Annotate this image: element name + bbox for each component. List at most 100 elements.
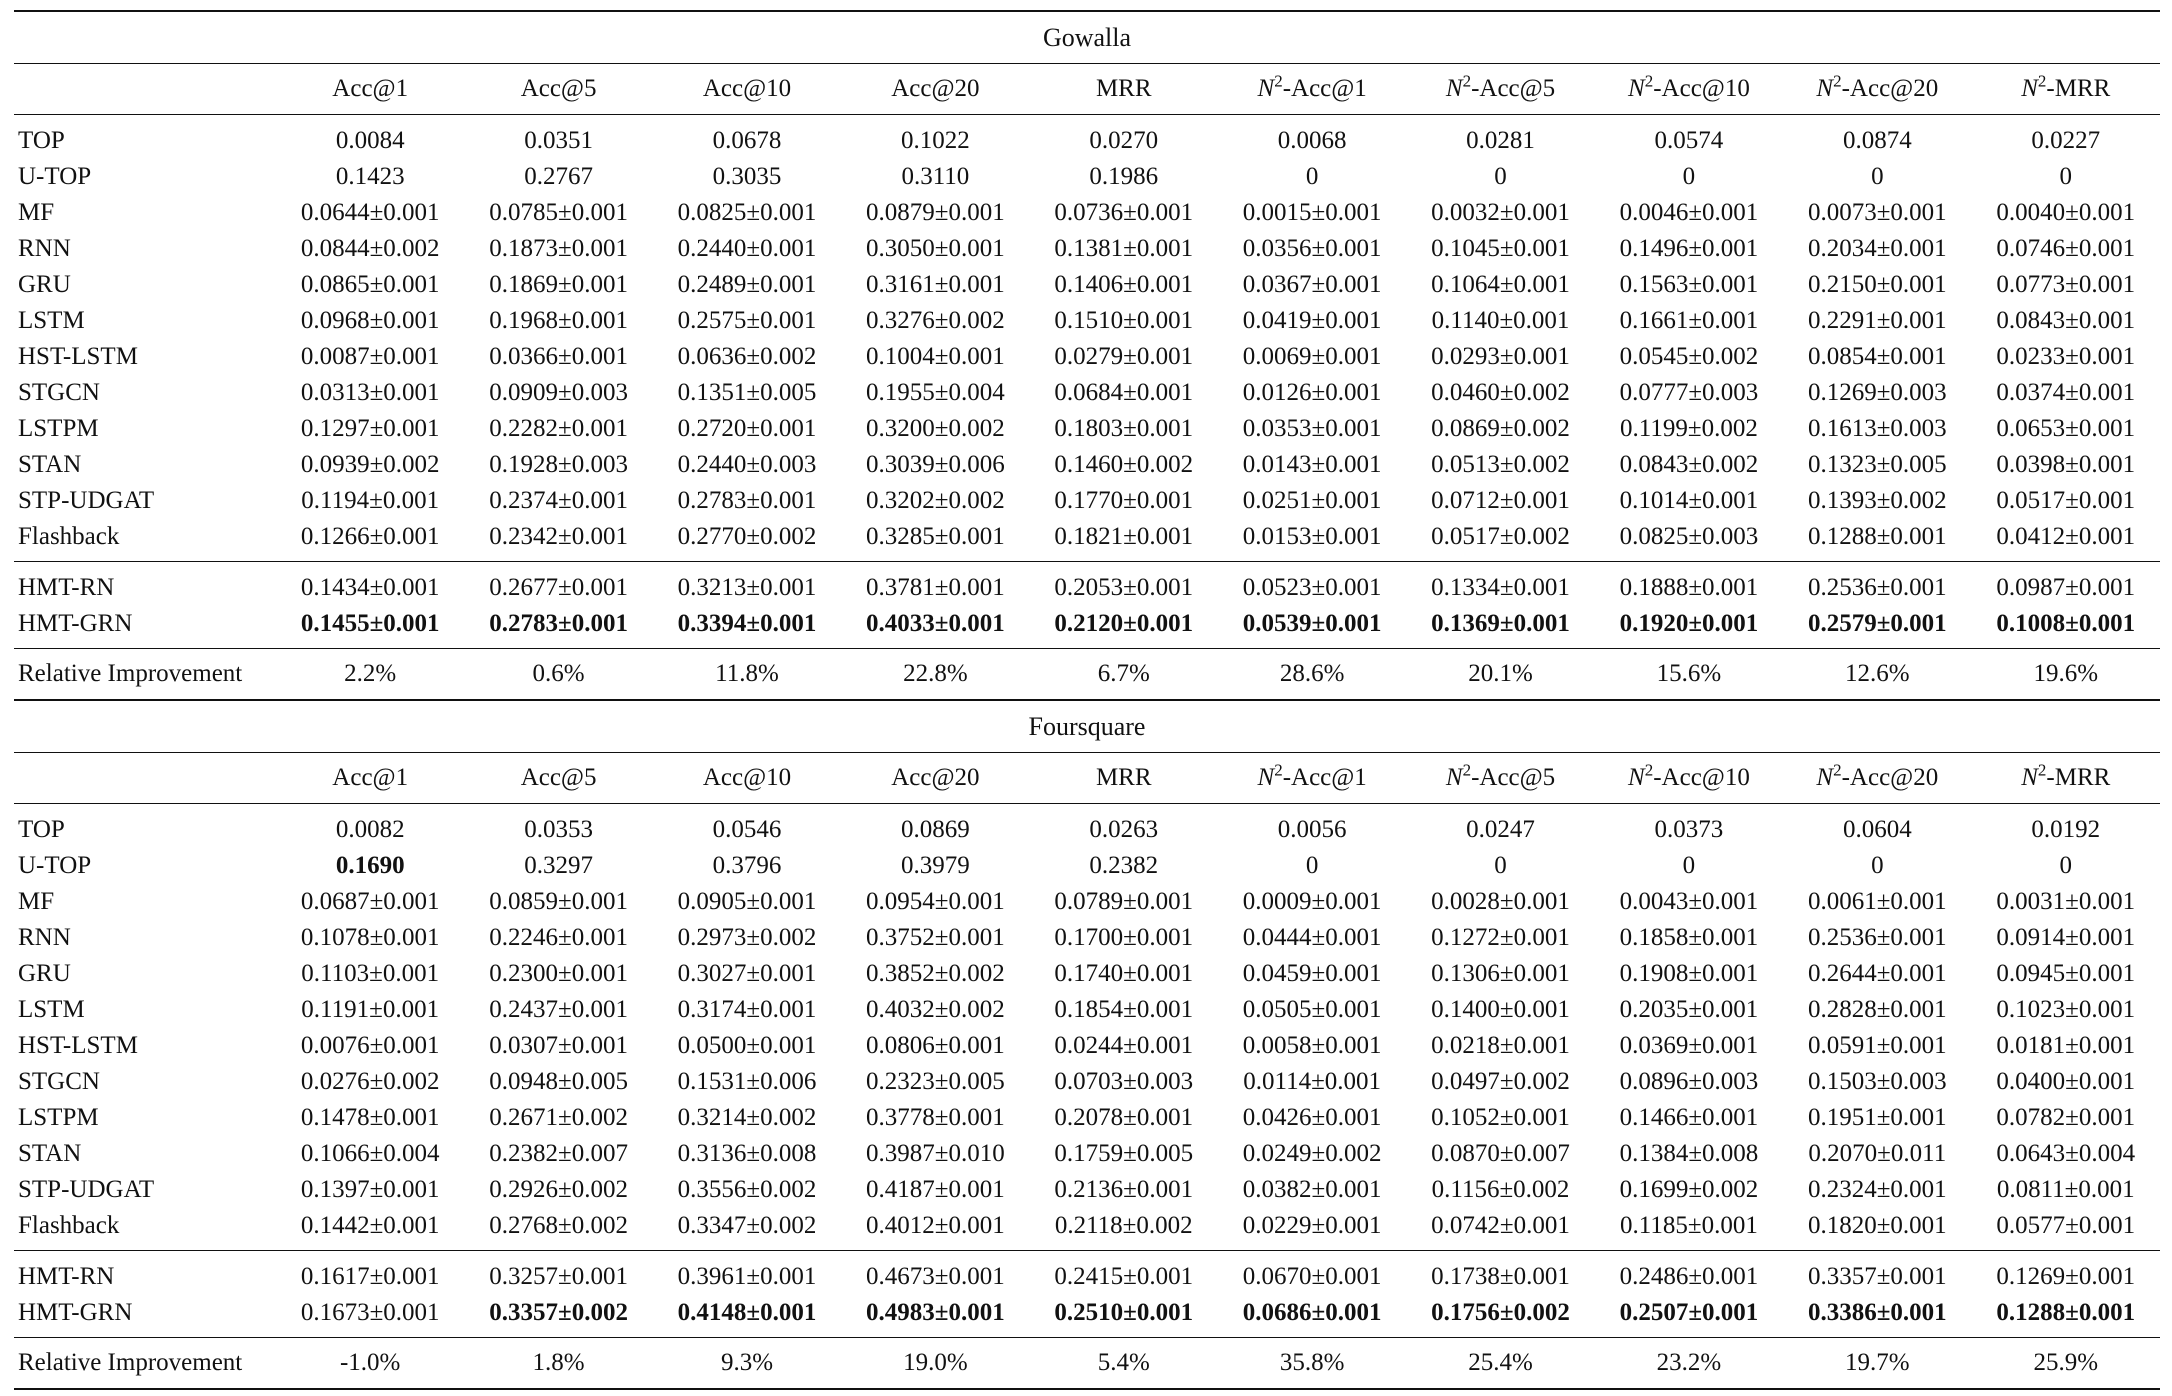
metric-value: 0.0040±0.001 <box>1996 199 2136 226</box>
method-name: RNN <box>18 924 71 951</box>
metric-value: 0.1022 <box>841 114 1030 159</box>
table-row: GRU 0.1103±0.001 0.2300±0.001 0.3027±0.001 0… <box>14 956 2160 992</box>
method-name: GRU <box>18 271 71 298</box>
metric-value: 0.2768±0.002 <box>489 1212 628 1239</box>
metric-value: 0.0574 <box>1594 114 1784 159</box>
metric-value: 0.2536±0.001 <box>1783 561 1972 606</box>
metric-value: 0.3357±0.001 <box>1783 1250 1972 1295</box>
column-header: Acc@5 <box>464 63 653 115</box>
results-table-body: Gowalla Acc@1 Acc@5 Acc@10 Acc@20 MRR N2-Acc@1… <box>14 10 2160 1390</box>
metric-value: 0.3852±0.002 <box>866 960 1005 987</box>
dataset-title: Foursquare <box>14 699 2160 753</box>
metric-value: 0.1700±0.001 <box>1054 924 1194 951</box>
method-name: STP-UDGAT <box>18 1176 155 1203</box>
metric-value: 0.0523±0.001 <box>1217 561 1407 606</box>
method-name: HMT-GRN <box>18 610 133 637</box>
metric-value: 0.1854±0.001 <box>1054 996 1194 1023</box>
metric-value: 0.0948±0.005 <box>489 1068 628 1095</box>
metric-value: 0.0806±0.001 <box>866 1032 1005 1059</box>
metric-value: 0.3386±0.001 <box>1807 1299 1947 1326</box>
metric-value: 0.0591±0.001 <box>1807 1032 1947 1059</box>
metric-value: 0.0307±0.001 <box>489 1032 628 1059</box>
metric-value: 0.0061±0.001 <box>1807 888 1947 915</box>
method-name: STP-UDGAT <box>18 487 155 514</box>
metric-value: 0 <box>1494 852 1507 879</box>
method-name: LSTM <box>18 307 85 334</box>
metric-value: 0.0244±0.001 <box>1054 1032 1194 1059</box>
metric-value: 0.1393±0.002 <box>1807 487 1947 514</box>
metric-value: 0.3257±0.001 <box>464 1250 653 1295</box>
metric-value: 0.1199±0.002 <box>1620 415 1758 442</box>
metric-value: 0.4032±0.002 <box>866 996 1005 1023</box>
metric-value: 0.0263 <box>1029 803 1218 848</box>
metric-value: 0.4033±0.001 <box>866 610 1005 637</box>
metric-value: 0.2415±0.001 <box>1029 1250 1218 1295</box>
metric-value: 0.1563±0.001 <box>1619 271 1759 298</box>
metric-value: 0.0293±0.001 <box>1431 343 1570 370</box>
metric-value: 0.0126±0.001 <box>1242 379 1382 406</box>
metric-value: 0.2783±0.001 <box>489 610 628 637</box>
metric-value: 0.1869±0.001 <box>489 271 628 298</box>
results-table-container: Gowalla Acc@1 Acc@5 Acc@10 Acc@20 MRR N2-Acc@1… <box>14 10 2160 1390</box>
metric-value: 0.0517±0.001 <box>1996 487 2136 514</box>
metric-value: 0.3796 <box>712 852 782 879</box>
metric-value: 0.1194±0.001 <box>301 487 440 514</box>
metric-value: 0.3039±0.006 <box>866 451 1005 478</box>
method-name: MF <box>18 199 55 226</box>
metric-value: 0.2507±0.001 <box>1619 1299 1759 1326</box>
metric-value: 0.1306±0.001 <box>1431 960 1570 987</box>
metric-value: 0.0426±0.001 <box>1242 1104 1382 1131</box>
metric-value: 0.0825±0.003 <box>1619 523 1759 550</box>
metric-value: 0.3200±0.002 <box>866 415 1005 442</box>
metric-value: 0.2644±0.001 <box>1807 960 1947 987</box>
metric-value: 0.4148±0.001 <box>677 1299 817 1326</box>
metric-value: 0.0087±0.001 <box>300 343 440 370</box>
metric-value: 0.0905±0.001 <box>677 888 817 915</box>
metric-value: 0.0686±0.001 <box>1242 1299 1382 1326</box>
metric-value: 0.0353±0.001 <box>1242 415 1382 442</box>
metric-value: 0.0056 <box>1217 803 1407 848</box>
metric-value: 2.2% <box>276 648 465 700</box>
metric-value: 0.1455±0.001 <box>300 610 440 637</box>
metric-value: 0.3987±0.010 <box>866 1140 1005 1167</box>
table-row: HMT-RN 0.1617±0.001 0.3257±0.001 0.3961±0.0… <box>14 1250 2160 1295</box>
metric-value: 0.0736±0.001 <box>1054 199 1194 226</box>
metric-value: 0.0270 <box>1029 114 1218 159</box>
metric-value: 11.8% <box>652 648 842 700</box>
metric-value: 0.0854±0.001 <box>1807 343 1947 370</box>
column-header: N2-MRR <box>1971 63 2160 115</box>
metric-value: 22.8% <box>841 648 1030 700</box>
metric-value: 0.2926±0.002 <box>489 1176 628 1203</box>
metric-value: 0.1004±0.001 <box>866 343 1005 370</box>
metric-value: 0.3394±0.001 <box>677 610 817 637</box>
metric-value: 0.0351 <box>464 114 653 159</box>
metric-value: 0.0914±0.001 <box>1996 924 2136 951</box>
metric-value: 0.0400±0.001 <box>1996 1068 2136 1095</box>
metric-value: 0.1288±0.001 <box>1807 523 1947 550</box>
metric-value: 0.0746±0.001 <box>1996 235 2136 262</box>
metric-value: 0.1384±0.008 <box>1619 1140 1759 1167</box>
metric-value: 0.3285±0.001 <box>866 523 1005 550</box>
metric-value: 0.3961±0.001 <box>652 1250 842 1295</box>
metric-value: 0.0281 <box>1406 114 1595 159</box>
metric-value: 0.0777±0.003 <box>1619 379 1759 406</box>
metric-value: 0.0687±0.001 <box>300 888 440 915</box>
dataset-title: Gowalla <box>14 10 2160 64</box>
metric-value: 0.1617±0.001 <box>276 1250 465 1295</box>
metric-value: 19.0% <box>841 1337 1030 1390</box>
metric-value: 0.0192 <box>1971 803 2160 848</box>
metric-value: 0.1078±0.001 <box>300 924 440 951</box>
metric-value: 0 <box>1871 852 1884 879</box>
column-header: N2-Acc@1 <box>1217 752 1407 804</box>
metric-value: 0.1613±0.003 <box>1807 415 1947 442</box>
metric-value: 0.0382±0.001 <box>1242 1176 1382 1203</box>
metric-value: 19.7% <box>1783 1337 1972 1390</box>
metric-value: 0.3357±0.002 <box>489 1299 628 1326</box>
metric-value: 0.1045±0.001 <box>1431 235 1570 262</box>
metric-value: 0.1531±0.006 <box>677 1068 817 1095</box>
metric-value: 0.0459±0.001 <box>1242 960 1382 987</box>
metric-value: 0.0684±0.001 <box>1054 379 1194 406</box>
metric-value: 0.2486±0.001 <box>1594 1250 1784 1295</box>
metric-value: 0.1496±0.001 <box>1619 235 1759 262</box>
metric-value: 0.0909±0.003 <box>489 379 628 406</box>
